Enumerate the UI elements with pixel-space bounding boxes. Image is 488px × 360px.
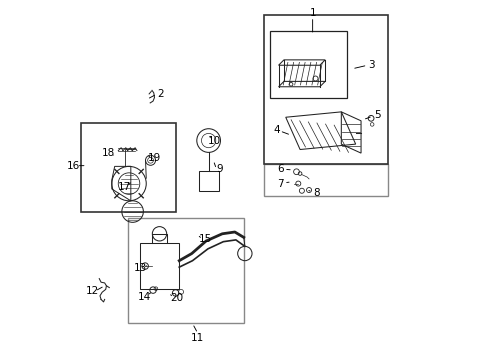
Text: 1: 1: [309, 8, 315, 18]
Text: 5: 5: [373, 111, 380, 121]
Bar: [140, 243, 179, 289]
Bar: [264, 164, 387, 196]
Bar: [269, 31, 346, 98]
Bar: [264, 15, 387, 164]
Text: 14: 14: [137, 292, 150, 302]
Bar: [128, 218, 244, 323]
Text: 11: 11: [191, 333, 204, 343]
Text: 12: 12: [85, 286, 99, 296]
Text: 10: 10: [207, 136, 220, 145]
Text: 6: 6: [277, 164, 283, 174]
Bar: [81, 123, 176, 212]
Text: 19: 19: [148, 153, 161, 163]
Text: 20: 20: [169, 293, 183, 303]
Text: 7: 7: [277, 179, 283, 189]
Bar: [198, 171, 218, 191]
Text: 15: 15: [198, 234, 211, 244]
Text: 18: 18: [102, 148, 115, 158]
Text: 13: 13: [134, 263, 147, 273]
Text: 16: 16: [66, 161, 80, 171]
Text: 8: 8: [312, 188, 319, 198]
Text: 2: 2: [157, 89, 163, 99]
Text: 9: 9: [216, 164, 222, 174]
Text: 4: 4: [273, 125, 280, 135]
Text: 17: 17: [118, 182, 131, 192]
Text: 3: 3: [368, 60, 374, 70]
